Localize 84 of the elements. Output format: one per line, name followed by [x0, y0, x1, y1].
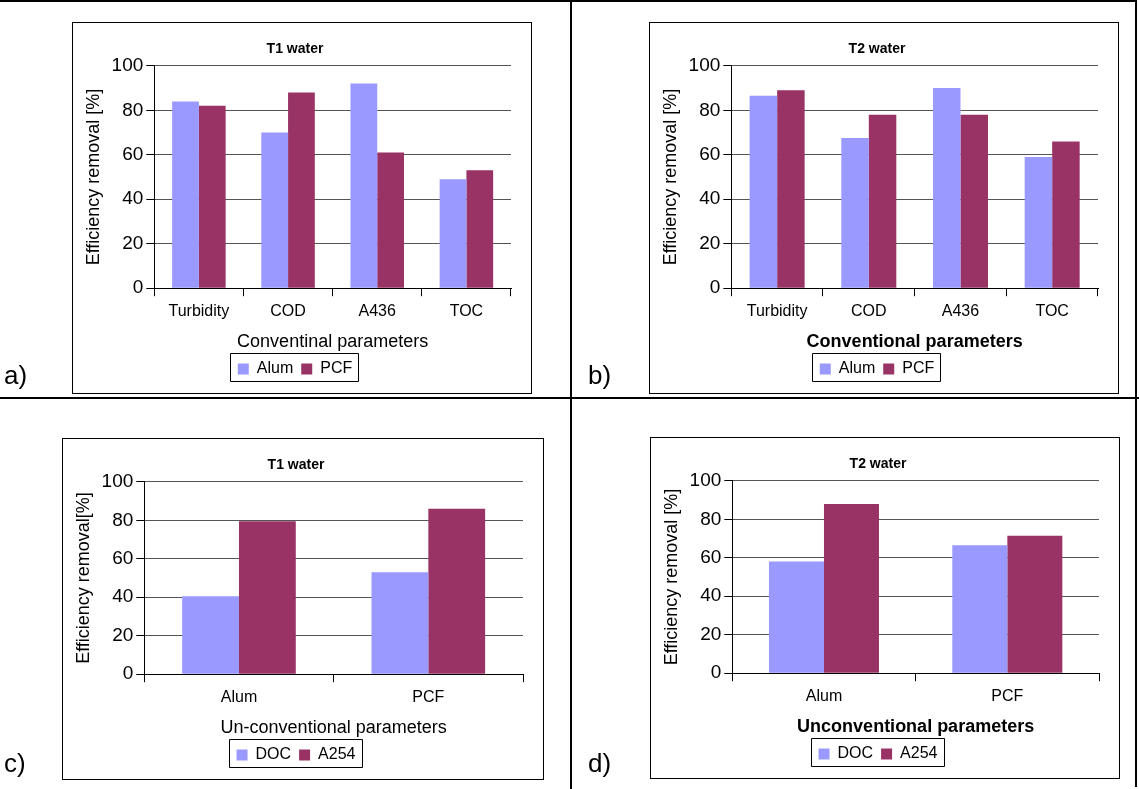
y-axis-title: Efficiency removal[%] [72, 492, 93, 664]
bar [182, 596, 239, 674]
bar [932, 88, 961, 288]
x-tick-label: Alum [220, 688, 258, 706]
x-axis-title: Conventinal parameters [237, 331, 429, 352]
x-tick-label: Alum [805, 687, 843, 705]
legend-label: PCF [320, 359, 353, 377]
bar [288, 92, 315, 288]
y-tick-label: 80 [700, 507, 722, 529]
bar [350, 83, 378, 288]
legend-label: DOC [837, 744, 874, 762]
legend-label: Alum [838, 359, 876, 377]
bar [172, 101, 199, 288]
x-axis-title: Unconventional parameters [797, 716, 1035, 737]
x-tick-label: TOC [1035, 302, 1069, 320]
y-tick-label: 60 [122, 142, 144, 164]
y-tick-label: 80 [122, 98, 144, 120]
bar [371, 572, 429, 674]
y-tick-label: 80 [699, 98, 721, 120]
bar [960, 114, 988, 288]
y-axis-title: Efficiency removal [%] [659, 88, 680, 266]
bar [749, 95, 778, 288]
y-tick-label: 100 [111, 54, 144, 76]
y-tick-label: 20 [699, 231, 721, 253]
text: c) [4, 748, 26, 778]
bar [439, 179, 467, 288]
text: a) [4, 360, 28, 390]
y-axis-title: Efficiency removal [%] [660, 488, 681, 666]
y-tick-label: 40 [122, 187, 144, 209]
legend-label: A254 [900, 744, 938, 762]
legend-label: A254 [318, 745, 356, 763]
y-tick-label: 100 [688, 54, 721, 76]
bar [1007, 535, 1063, 673]
x-tick-label: COD [851, 302, 887, 320]
x-tick-label: TOC [449, 302, 484, 320]
legend-label: PCF [902, 359, 935, 377]
y-tick-label: 100 [689, 469, 722, 491]
chart-title: T2 water [848, 40, 906, 57]
y-tick-label: 60 [699, 142, 721, 164]
bar [466, 170, 494, 288]
y-tick-label: 40 [700, 584, 722, 606]
y-tick-label: 0 [710, 661, 722, 683]
y-tick-label: 40 [699, 187, 721, 209]
y-tick-label: 60 [700, 545, 722, 567]
chart-title: T2 water [849, 455, 907, 472]
x-tick-label: Turbidity [168, 302, 230, 320]
bar [841, 138, 869, 288]
bar [198, 105, 226, 288]
y-tick-label: 80 [112, 508, 134, 530]
chart-title: T1 water [267, 456, 325, 473]
bar [823, 503, 879, 673]
x-axis-title: Un-conventional parameters [220, 717, 447, 738]
bar [1052, 141, 1080, 288]
y-tick-label: 0 [132, 276, 144, 298]
y-tick-label: 0 [122, 662, 134, 684]
y-tick-label: 20 [122, 231, 144, 253]
x-tick-label: PCF [412, 688, 445, 706]
bar [261, 132, 289, 288]
text: d) [588, 748, 612, 778]
chart-title: T1 water [266, 40, 324, 57]
y-axis-title: Efficiency removal [%] [82, 88, 103, 266]
y-tick-label: 20 [700, 622, 722, 644]
x-tick-label: PCF [991, 687, 1024, 705]
bar [952, 545, 1008, 673]
text: b) [588, 360, 612, 390]
bar [768, 561, 824, 673]
x-tick-label: A436 [358, 302, 397, 320]
y-tick-label: 100 [101, 470, 134, 492]
y-tick-label: 40 [112, 585, 134, 607]
x-axis-title: Conventional parameters [806, 331, 1023, 352]
bar [868, 114, 897, 288]
y-tick-label: 60 [112, 546, 134, 568]
y-tick-label: 0 [709, 276, 721, 298]
x-tick-label: A436 [941, 302, 980, 320]
legend-label: DOC [255, 745, 292, 763]
bar [1024, 156, 1053, 288]
bar [238, 521, 296, 674]
bar [377, 152, 404, 288]
x-tick-label: Turbidity [746, 302, 808, 320]
x-tick-label: COD [270, 302, 306, 320]
bar [428, 508, 486, 674]
legend-label: Alum [256, 359, 294, 377]
y-tick-label: 20 [112, 623, 134, 645]
bar [777, 90, 805, 288]
